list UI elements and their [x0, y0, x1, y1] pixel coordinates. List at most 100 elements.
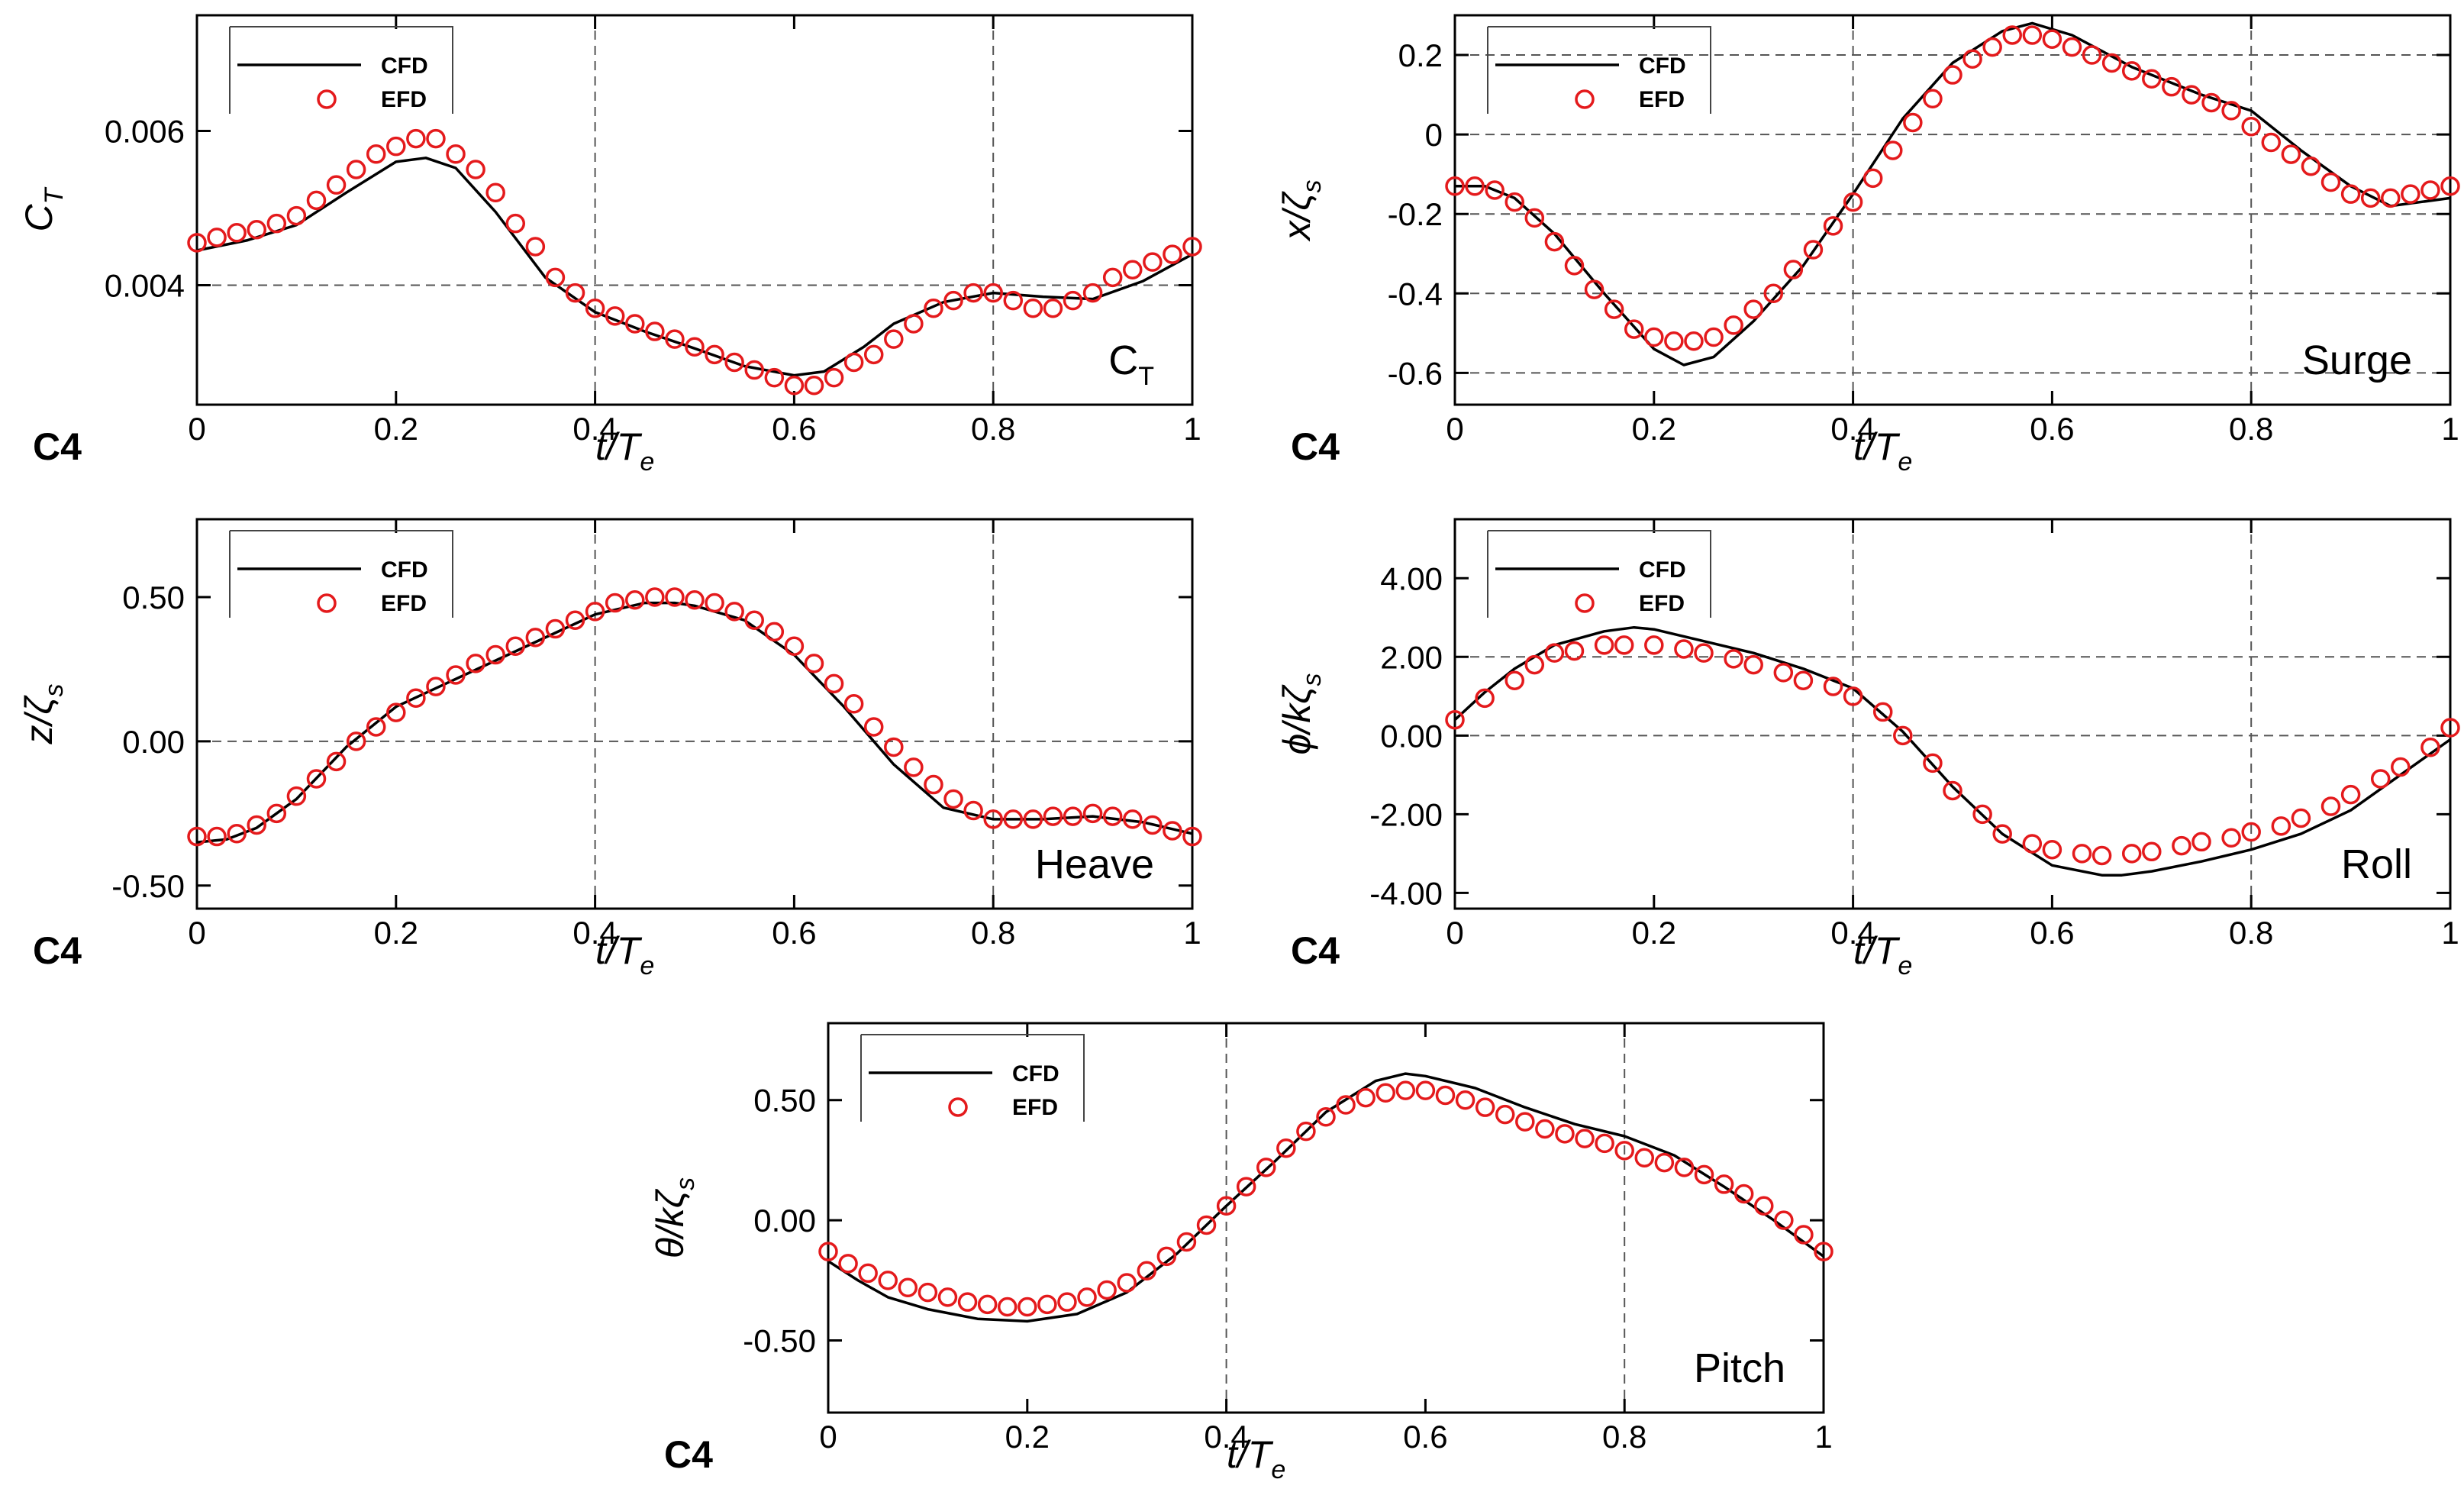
- y-axis-label-main: θ/kζ: [649, 1188, 692, 1258]
- efd-point: [2340, 184, 2361, 204]
- efd-point: [1575, 1129, 1595, 1148]
- y-tick-label: -0.50: [111, 868, 185, 904]
- x-tick-label: 0.4: [1204, 1419, 1248, 1455]
- y-tick-label: 0.50: [122, 580, 185, 615]
- efd-point: [1783, 260, 1804, 279]
- efd-point: [2142, 69, 2162, 89]
- x-axis-label-sub: e: [640, 951, 654, 980]
- efd-point: [2241, 822, 2261, 842]
- efd-point: [744, 360, 764, 380]
- efd-point: [2281, 144, 2301, 164]
- efd-point: [824, 673, 844, 694]
- panel-tag: C4: [1291, 929, 1340, 972]
- x-axis-label: t/Te: [595, 425, 654, 476]
- x-tick-label: 0.4: [572, 915, 617, 951]
- efd-point: [858, 1263, 878, 1284]
- x-axis-label-sub: e: [640, 447, 654, 476]
- efd-point: [1495, 1104, 1515, 1125]
- efd-point: [1773, 663, 1794, 683]
- efd-point: [2320, 796, 2341, 816]
- y-axis-label-sub: T: [40, 186, 69, 204]
- efd-point: [346, 160, 366, 179]
- efd-point: [565, 283, 585, 303]
- efd-point: [1793, 670, 1814, 690]
- efd-point: [924, 774, 943, 795]
- efd-point: [1763, 283, 1784, 304]
- efd-point: [1684, 331, 1704, 351]
- efd-point: [878, 1271, 898, 1290]
- efd-point: [818, 1242, 838, 1261]
- efd-point: [2022, 25, 2043, 45]
- efd-point: [1943, 780, 1962, 801]
- efd-point: [2062, 37, 2082, 57]
- efd-point: [1176, 1232, 1197, 1252]
- efd-point: [884, 737, 904, 757]
- efd-point: [1336, 1095, 1356, 1115]
- efd-point: [983, 809, 1003, 829]
- efd-point: [1475, 688, 1495, 709]
- efd-point: [1794, 1225, 1814, 1245]
- efd-point: [1117, 1273, 1137, 1293]
- efd-point: [2121, 844, 2142, 864]
- efd-point: [485, 644, 505, 665]
- cfd-line: [196, 157, 1193, 377]
- legend-efd-label: EFD: [381, 87, 427, 112]
- efd-point: [1644, 327, 1664, 347]
- y-tick-label: 4.00: [1380, 560, 1443, 596]
- case-label-main: Roll: [2341, 841, 2412, 887]
- case-label: Roll: [2341, 841, 2412, 887]
- efd-point: [1077, 1287, 1097, 1307]
- efd-point: [1595, 1133, 1614, 1154]
- y-axis-label-group: x/ζs: [1276, 179, 1327, 241]
- efd-point: [963, 283, 983, 303]
- x-axis-label-main: t/T: [1853, 929, 1901, 972]
- efd-point: [1435, 1085, 1456, 1106]
- x-tick-label: 1: [1814, 1419, 1832, 1455]
- efd-point: [466, 654, 485, 673]
- efd-point: [724, 352, 744, 373]
- efd-point: [1883, 140, 1903, 160]
- efd-point: [2162, 76, 2182, 97]
- efd-point: [2440, 176, 2460, 196]
- efd-point: [1943, 65, 1962, 85]
- efd-point: [1082, 803, 1103, 824]
- x-axis-label: t/Te: [595, 929, 654, 980]
- x-tick-label: 0.2: [374, 915, 418, 951]
- efd-point: [1102, 806, 1123, 826]
- efd-point: [1043, 299, 1063, 318]
- efd-point: [1143, 252, 1163, 272]
- efd-point: [585, 602, 605, 622]
- efd-point: [1023, 809, 1043, 829]
- efd-point: [2391, 757, 2411, 777]
- y-axis-label-main: z/ζ: [18, 695, 60, 745]
- efd-point: [366, 144, 386, 164]
- efd-point: [1923, 89, 1943, 109]
- cfd-line: [827, 1072, 1825, 1323]
- efd-point: [1196, 1215, 1217, 1235]
- x-tick-label: 1: [2441, 411, 2459, 447]
- efd-point: [306, 769, 327, 789]
- y-axis-label-sub: s: [1298, 179, 1327, 192]
- efd-point: [863, 717, 884, 737]
- efd-point: [1803, 240, 1824, 260]
- efd-point: [366, 717, 386, 737]
- x-axis-label: t/Te: [1853, 929, 1912, 980]
- x-axis-label-main: t/T: [1227, 1433, 1274, 1476]
- efd-point: [1296, 1121, 1316, 1142]
- efd-point: [863, 344, 884, 365]
- efd-point: [2320, 172, 2341, 192]
- efd-point: [545, 267, 566, 288]
- y-tick-label: 0.50: [753, 1083, 816, 1119]
- efd-point: [187, 826, 207, 847]
- efd-point: [1505, 192, 1524, 212]
- x-tick-label: 0.6: [772, 411, 816, 447]
- x-tick-label: 0.2: [374, 411, 418, 447]
- y-axis-label: θ/kζs: [649, 1177, 700, 1258]
- efd-point: [884, 329, 904, 349]
- efd-point: [326, 175, 347, 195]
- x-tick-label: 0: [188, 411, 205, 447]
- legend-efd-label: EFD: [1639, 591, 1685, 616]
- efd-point: [2440, 718, 2460, 738]
- legend-efd-swatch: [1575, 593, 1595, 613]
- chart-surge: 0 0.2 0.4 0.6 0.8 1 -0.6 -0.4 -0.2 0 0.2 CFD EFD Surg…: [1276, 14, 2460, 476]
